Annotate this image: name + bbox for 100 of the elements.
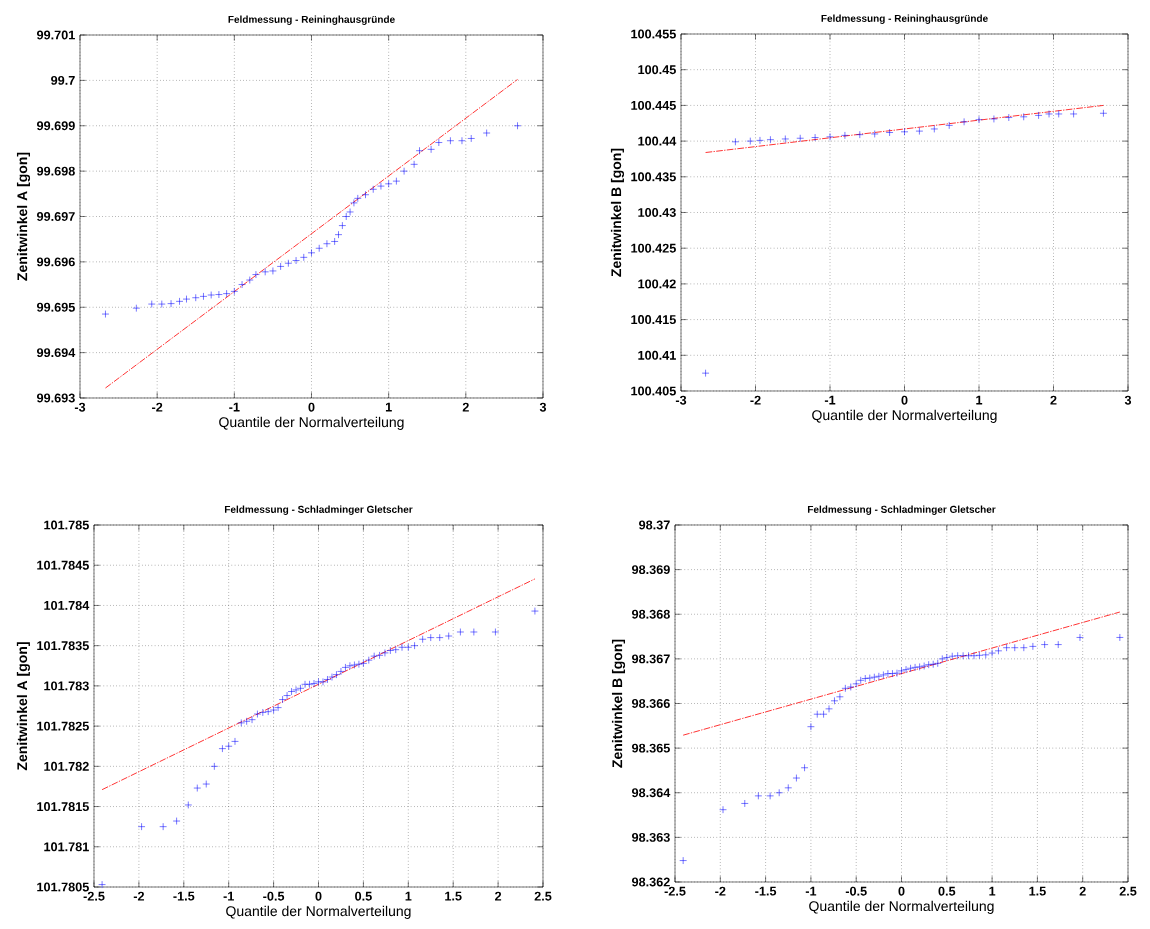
- x-tick-label: -2: [152, 402, 163, 412]
- point: [781, 135, 790, 143]
- y-tick-label: 101.784: [44, 600, 90, 610]
- y-tick-label: 101.783: [44, 681, 89, 691]
- x-tick-label: -1.5: [755, 886, 777, 896]
- x-tick-label: -2: [133, 891, 145, 901]
- point: [259, 708, 267, 717]
- point: [446, 136, 455, 145]
- point: [741, 799, 749, 808]
- x-tick-label: 1: [989, 886, 996, 896]
- y-tick-label: 98.367: [631, 654, 670, 664]
- y-tick-label: 101.7805: [37, 882, 89, 892]
- point: [148, 300, 156, 308]
- point: [467, 134, 475, 143]
- y-tick-label: 101.7825: [37, 721, 89, 731]
- x-tick-label: 0: [308, 402, 315, 412]
- point: [350, 661, 359, 669]
- point: [458, 136, 466, 145]
- point: [1099, 109, 1108, 117]
- y-tick-label: 100.415: [631, 315, 676, 325]
- point: [101, 310, 110, 318]
- x-tick-label: 2: [462, 402, 469, 412]
- point: [964, 652, 973, 660]
- point: [202, 780, 210, 788]
- point: [301, 680, 309, 689]
- point: [875, 672, 883, 681]
- x-tick-label: 1: [976, 395, 983, 405]
- y-tick-label: 100.42: [638, 279, 676, 289]
- point: [350, 199, 358, 207]
- point: [1054, 640, 1062, 649]
- point: [701, 369, 710, 377]
- y-tick-label: 100.445: [631, 100, 676, 110]
- x-axis-title: Quantile der Normalverteilung: [812, 409, 997, 423]
- point: [911, 663, 919, 672]
- point: [491, 628, 500, 636]
- point: [679, 856, 687, 865]
- point: [929, 660, 937, 668]
- point: [192, 293, 200, 302]
- point: [175, 297, 184, 306]
- point: [482, 129, 491, 137]
- y-tick-label: 100.43: [638, 208, 676, 217]
- point: [210, 762, 219, 771]
- point: [1029, 642, 1037, 651]
- y-tick-label: 99.693: [36, 393, 75, 403]
- point: [427, 145, 435, 154]
- point: [242, 717, 251, 726]
- point: [319, 678, 327, 686]
- point: [224, 742, 233, 750]
- y-tick-label: 99.7: [51, 75, 75, 85]
- point: [975, 651, 984, 660]
- point: [276, 262, 285, 271]
- x-tick-label: 0: [901, 395, 908, 405]
- point: [766, 792, 774, 800]
- point: [182, 295, 191, 303]
- point: [410, 160, 418, 169]
- point: [369, 185, 377, 194]
- point: [959, 652, 967, 660]
- y-tick-label: 99.698: [36, 166, 75, 176]
- x-tick-label: 2: [1079, 886, 1086, 896]
- point: [354, 194, 362, 203]
- x-tick-label: -1: [824, 395, 836, 405]
- point: [470, 628, 478, 636]
- point: [792, 774, 801, 782]
- x-tick-label: -1: [223, 891, 234, 901]
- point: [943, 653, 951, 662]
- point: [719, 805, 727, 814]
- point: [132, 304, 141, 312]
- point: [456, 628, 465, 636]
- point: [861, 674, 869, 683]
- point: [888, 669, 897, 678]
- point: [159, 822, 167, 831]
- point: [184, 801, 193, 809]
- point: [866, 674, 874, 682]
- point: [231, 737, 239, 746]
- x-axis-title: Quantile der Normalverteilung: [226, 905, 411, 919]
- point: [323, 239, 331, 248]
- point: [404, 643, 413, 652]
- y-tick-label: 99.694: [36, 348, 76, 358]
- point: [98, 880, 106, 889]
- point: [359, 659, 368, 668]
- point: [953, 652, 962, 660]
- point: [807, 722, 815, 731]
- y-tick-label: 101.782: [44, 761, 89, 771]
- point: [885, 128, 894, 137]
- point: [870, 130, 879, 138]
- point: [264, 707, 272, 716]
- point: [988, 649, 996, 657]
- point: [398, 643, 406, 652]
- point: [355, 660, 363, 668]
- y-tick-label: 100.41: [638, 350, 676, 360]
- point: [948, 652, 956, 660]
- point: [970, 652, 978, 660]
- point: [269, 706, 278, 714]
- x-tick-label: 3: [1124, 395, 1132, 405]
- point: [938, 655, 947, 663]
- point: [305, 680, 314, 689]
- point: [975, 115, 983, 124]
- point: [346, 662, 354, 670]
- x-tick-label: 2.5: [534, 891, 552, 901]
- point: [825, 705, 833, 713]
